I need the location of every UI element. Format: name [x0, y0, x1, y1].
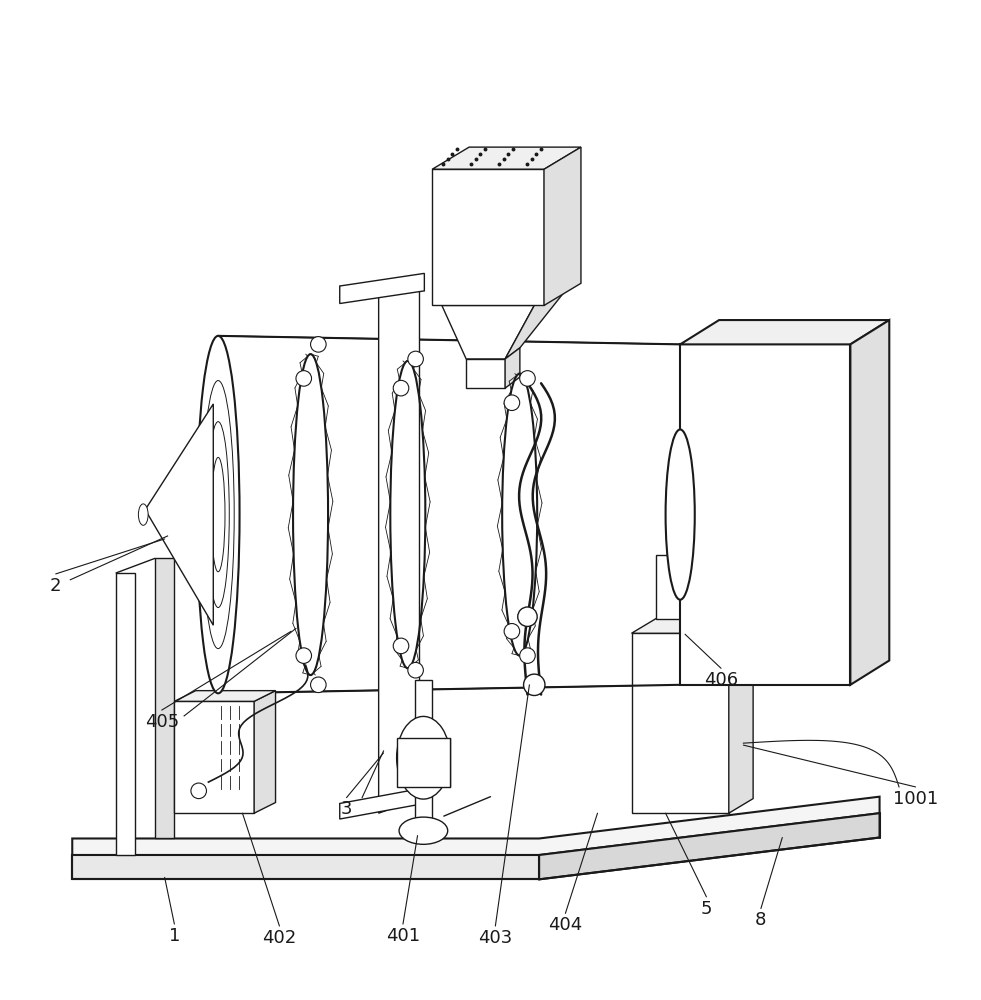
Polygon shape — [433, 169, 544, 305]
Text: 2: 2 — [50, 577, 62, 595]
Polygon shape — [175, 691, 276, 701]
Ellipse shape — [191, 783, 206, 799]
Ellipse shape — [520, 648, 536, 663]
Ellipse shape — [211, 457, 225, 572]
Polygon shape — [851, 320, 890, 685]
Ellipse shape — [399, 817, 447, 844]
Polygon shape — [632, 633, 729, 813]
Ellipse shape — [518, 607, 538, 626]
Polygon shape — [505, 348, 520, 388]
Polygon shape — [632, 619, 753, 633]
Polygon shape — [540, 813, 880, 879]
Ellipse shape — [665, 429, 695, 600]
Polygon shape — [544, 147, 581, 305]
Text: 1001: 1001 — [893, 790, 938, 808]
Polygon shape — [116, 573, 135, 855]
Text: 5: 5 — [700, 900, 712, 918]
Polygon shape — [155, 558, 175, 838]
Ellipse shape — [520, 371, 536, 386]
Polygon shape — [339, 273, 425, 304]
Ellipse shape — [311, 337, 326, 352]
Ellipse shape — [311, 677, 326, 693]
Text: 3: 3 — [340, 800, 352, 818]
Ellipse shape — [408, 351, 424, 367]
Text: 8: 8 — [755, 911, 766, 929]
Ellipse shape — [504, 395, 520, 411]
Polygon shape — [656, 555, 753, 619]
Ellipse shape — [296, 648, 312, 663]
Polygon shape — [73, 797, 880, 855]
Polygon shape — [145, 404, 213, 625]
Text: 402: 402 — [262, 929, 296, 947]
Polygon shape — [466, 359, 505, 388]
Ellipse shape — [202, 381, 234, 649]
Text: 404: 404 — [548, 916, 583, 934]
Polygon shape — [254, 691, 276, 813]
Polygon shape — [433, 147, 581, 169]
Ellipse shape — [296, 371, 312, 386]
Polygon shape — [505, 283, 571, 359]
Polygon shape — [339, 788, 425, 819]
Polygon shape — [396, 738, 450, 787]
Text: 1: 1 — [169, 927, 181, 945]
Polygon shape — [379, 281, 420, 813]
Ellipse shape — [138, 504, 148, 525]
Polygon shape — [415, 680, 433, 838]
Ellipse shape — [393, 380, 409, 396]
Text: 406: 406 — [704, 671, 738, 689]
Polygon shape — [680, 344, 851, 685]
Text: 403: 403 — [479, 929, 512, 947]
Ellipse shape — [207, 422, 230, 608]
Polygon shape — [680, 320, 890, 344]
Ellipse shape — [524, 674, 545, 696]
Polygon shape — [175, 701, 254, 813]
Polygon shape — [218, 336, 680, 693]
Ellipse shape — [396, 716, 450, 799]
Ellipse shape — [393, 638, 409, 654]
Polygon shape — [73, 855, 540, 879]
Text: 401: 401 — [386, 927, 420, 945]
Text: 405: 405 — [144, 713, 179, 731]
Ellipse shape — [197, 336, 239, 693]
Ellipse shape — [408, 662, 424, 678]
Ellipse shape — [504, 624, 520, 639]
Polygon shape — [729, 619, 753, 813]
Polygon shape — [441, 305, 535, 359]
